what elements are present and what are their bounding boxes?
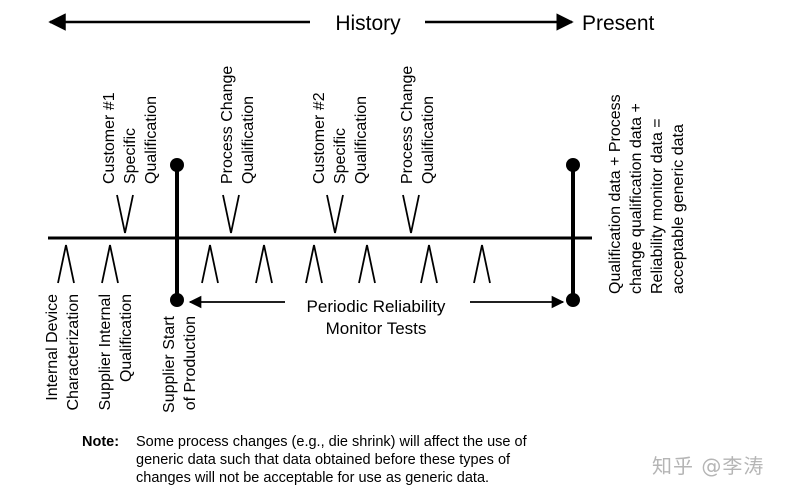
event-customer2-line2: Specific [332, 128, 349, 184]
event-internal-characterization-line2: Characterization [65, 294, 82, 411]
footnote-line1: Some process changes (e.g., die shrink) … [136, 434, 527, 450]
event-process-change2: Process Change Qualification [399, 66, 437, 184]
event-customer1-line3: Qualification [143, 96, 160, 184]
watermark: 知乎 @李涛 [652, 454, 765, 478]
pointer-above-group [116, 194, 420, 234]
event-internal-characterization-line1: Internal Device [44, 294, 61, 401]
event-customer2-line3: Qualification [353, 96, 370, 184]
generic-data-note: Qualification data + Process change qual… [607, 94, 687, 294]
present-dot-bottom [566, 293, 580, 307]
event-process-change2-line2: Qualification [420, 96, 437, 184]
pointer-below-group [57, 244, 491, 284]
pointer-below [255, 244, 273, 284]
present-dot-top [566, 158, 580, 172]
production-start-dot-top [170, 158, 184, 172]
present-label: Present [582, 12, 655, 35]
pointer-above [116, 194, 134, 234]
footnote: Note: Some process changes (e.g., die sh… [82, 433, 612, 487]
monitor-label-line1: Periodic Reliability [307, 297, 446, 316]
pointer-above [222, 194, 240, 234]
event-supplier-start-line1: Supplier Start [161, 315, 178, 412]
event-customer2-line1: Customer #2 [311, 92, 328, 184]
pointer-below [101, 244, 119, 284]
generic-data-line4: acceptable generic data [670, 124, 687, 294]
pointer-below [305, 244, 323, 284]
footnote-label: Note: [82, 434, 120, 450]
pointer-below [473, 244, 491, 284]
event-process-change1: Process Change Qualification [219, 66, 257, 184]
event-internal-characterization: Internal Device Characterization [44, 294, 82, 411]
pointer-below [57, 244, 75, 284]
pointer-below [358, 244, 376, 284]
event-supplier-start-line2: of Production [182, 316, 199, 410]
monitor-label-line2: Monitor Tests [326, 319, 427, 338]
event-customer1: Customer #1 Specific Qualification [101, 92, 160, 184]
generic-data-line2: change qualification data + [628, 103, 645, 294]
event-supplier-qualification: Supplier Internal Qualification [97, 294, 135, 411]
event-process-change1-line2: Qualification [240, 96, 257, 184]
footnote-line3: changes will not be acceptable for use a… [136, 470, 490, 486]
event-customer2: Customer #2 Specific Qualification [311, 92, 370, 184]
pointer-above [402, 194, 420, 234]
event-supplier-qualification-line2: Qualification [118, 294, 135, 382]
event-customer1-line2: Specific [122, 128, 139, 184]
generic-data-line1: Qualification data + Process [607, 94, 624, 294]
production-start-dot-bottom [170, 293, 184, 307]
footnote-body: Some process changes (e.g., die shrink) … [136, 433, 527, 487]
event-supplier-qualification-line1: Supplier Internal [97, 294, 114, 411]
pointer-below [201, 244, 219, 284]
event-customer1-line1: Customer #1 [101, 92, 118, 184]
generic-data-line3: Reliability monitor data = [649, 118, 666, 294]
event-process-change1-line1: Process Change [219, 66, 236, 184]
event-supplier-start: Supplier Start of Production [161, 315, 199, 412]
event-process-change2-line1: Process Change [399, 66, 416, 184]
pointer-below [420, 244, 438, 284]
history-label: History [335, 12, 401, 35]
pointer-above [326, 194, 344, 234]
footnote-line2: generic data such that data obtained bef… [136, 452, 511, 468]
